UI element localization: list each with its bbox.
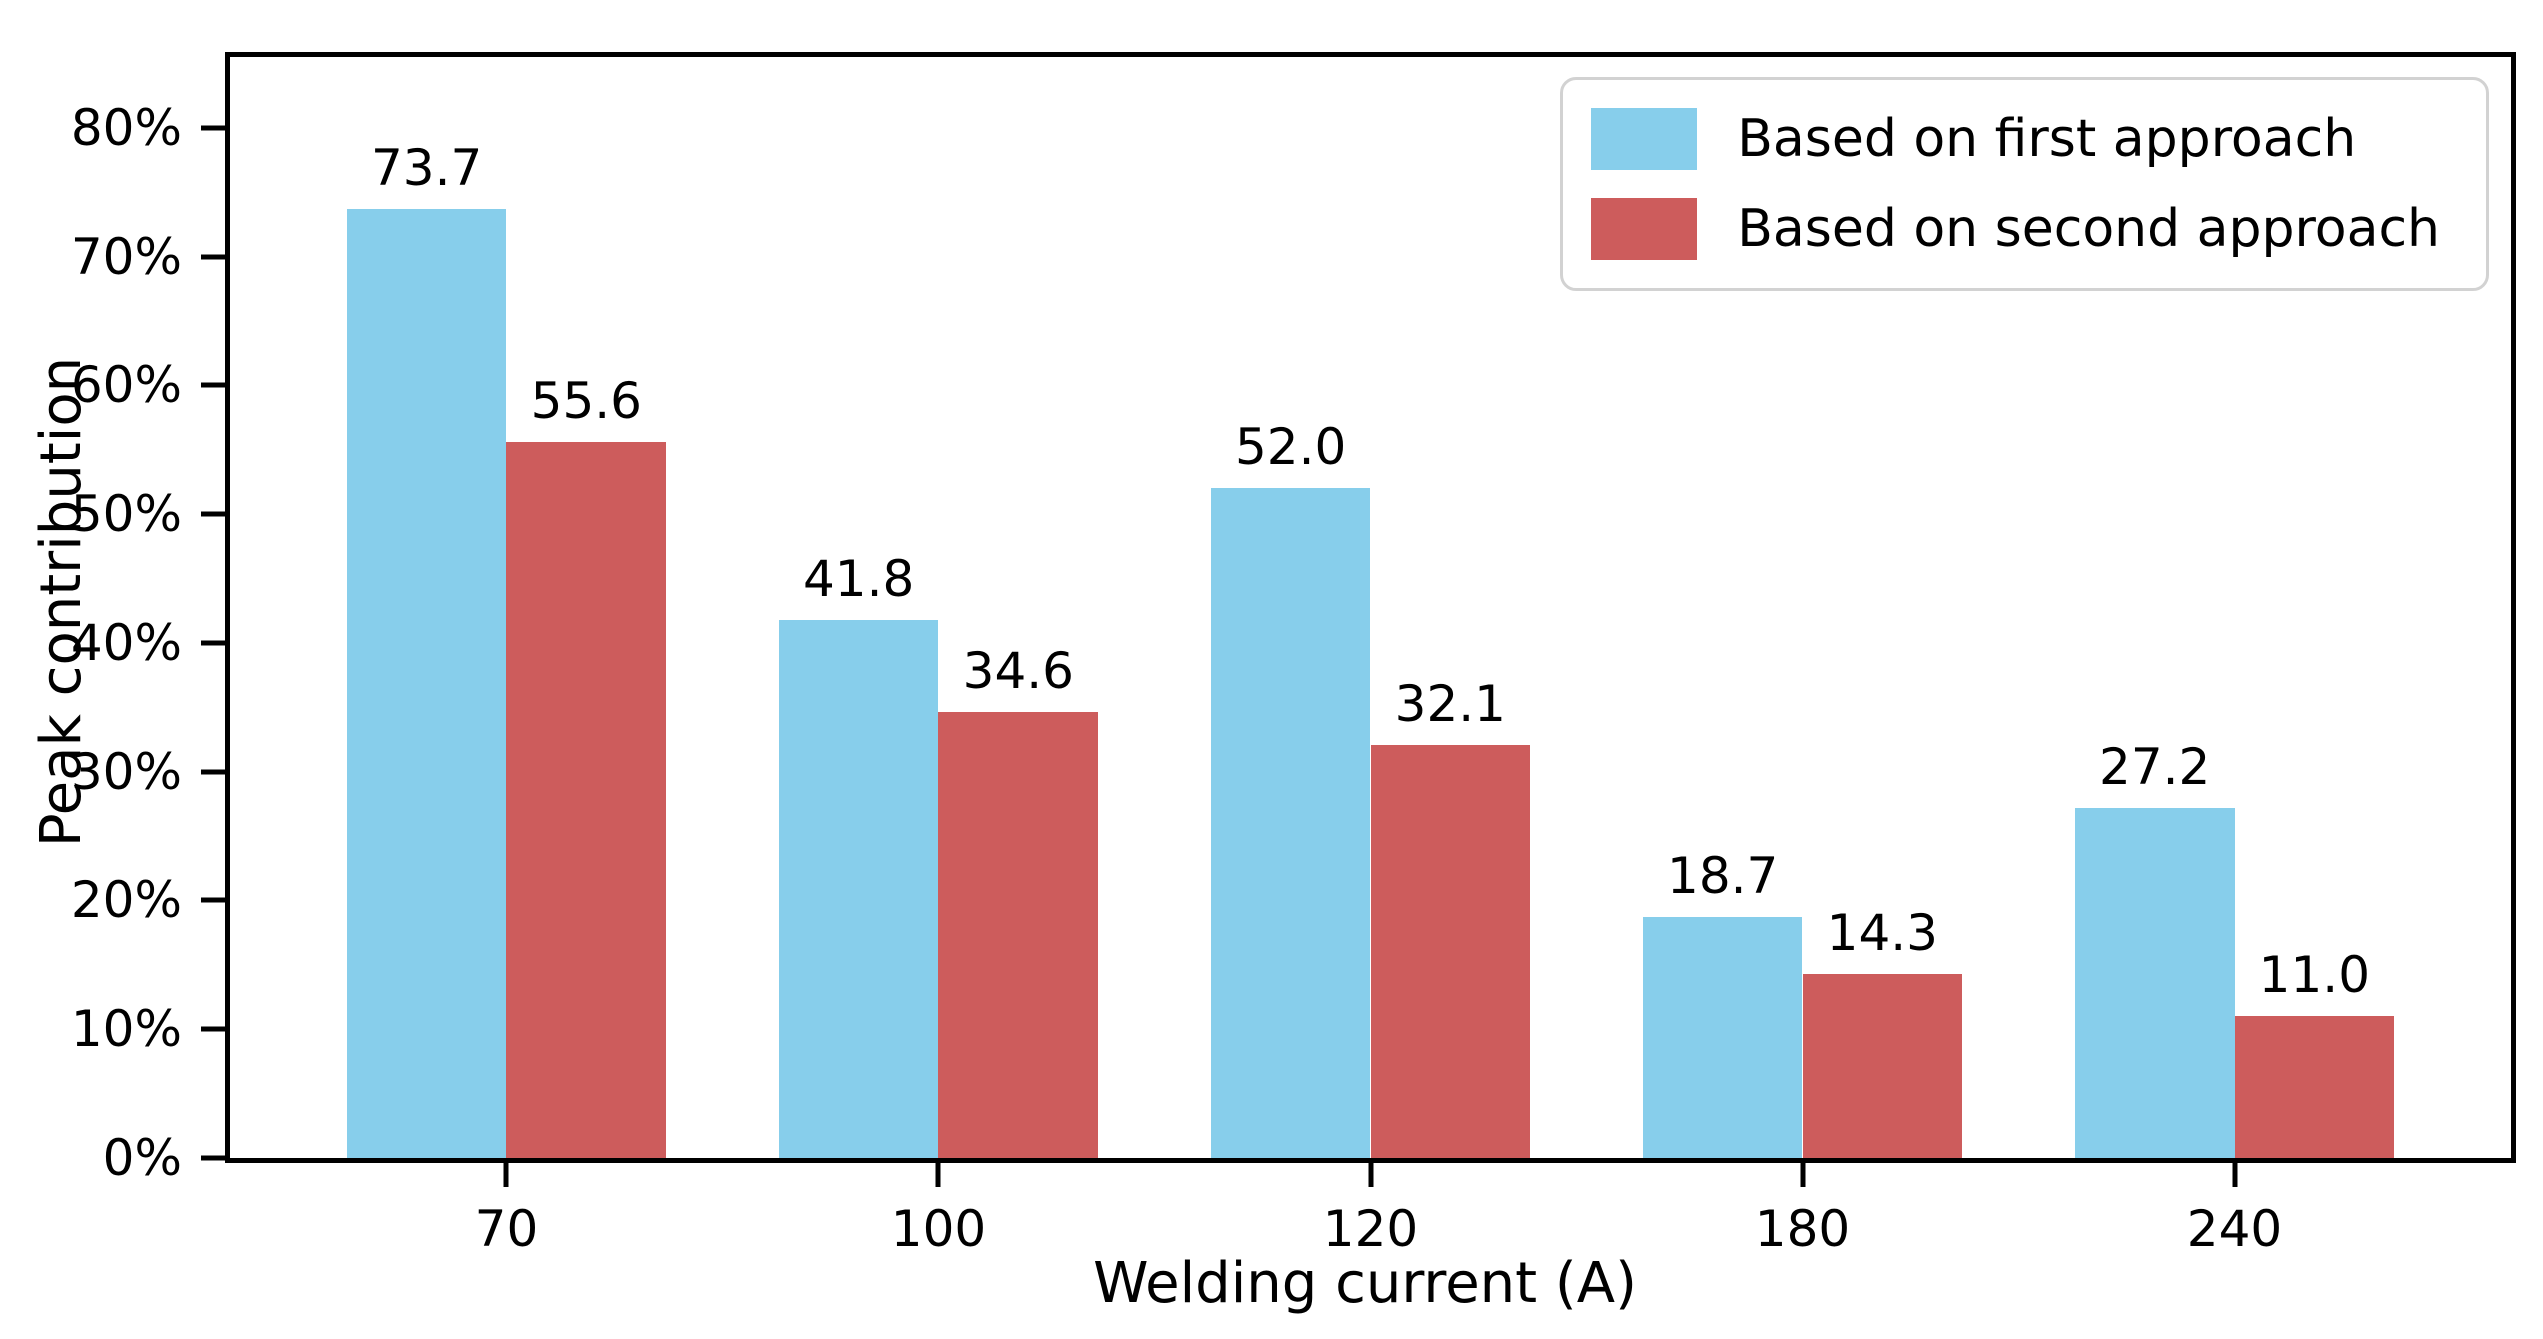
legend-swatch [1591, 198, 1698, 260]
y-tick [201, 382, 225, 388]
y-tick-label: 60% [70, 356, 182, 415]
bar-value-label: 34.6 [962, 642, 1074, 701]
bar-value-label: 27.2 [2099, 737, 2211, 796]
x-tick [1368, 1163, 1373, 1187]
legend-swatch [1591, 108, 1698, 170]
bar [938, 712, 1099, 1158]
bar [2074, 807, 2235, 1158]
legend-item: Based on second approach [1591, 198, 2440, 260]
y-tick-label: 40% [70, 613, 182, 672]
x-tick-label: 120 [1322, 1200, 1419, 1258]
y-tick [201, 1155, 225, 1161]
bar [2234, 1016, 2395, 1158]
legend-label: Based on second approach [1737, 199, 2440, 259]
legend: Based on first approach Based on second a… [1560, 77, 2489, 291]
y-tick [201, 254, 225, 260]
y-tick [201, 1026, 225, 1032]
bar [1210, 488, 1371, 1158]
y-tick-label: 30% [70, 742, 182, 801]
x-tick-label: 70 [474, 1200, 539, 1258]
plot-area: 0% 10% 20% 30% 40% 50% 60% 70% 80% 70 100 120 180 24… [71, 52, 2516, 1254]
x-tick-label: 180 [1754, 1200, 1851, 1258]
y-tick [201, 769, 225, 775]
bar-value-label: 73.7 [370, 138, 483, 197]
bar [506, 442, 667, 1158]
bar-value-label: 11.0 [2258, 946, 2371, 1005]
bar-value-label: 32.1 [1394, 674, 1506, 733]
y-tick-label: 0% [102, 1129, 182, 1187]
legend-label: Based on first approach [1737, 109, 2357, 169]
x-tick [1800, 1163, 1805, 1187]
x-tick [503, 1163, 509, 1187]
x-axis-label: Welding current (A) [1093, 1251, 1637, 1316]
y-tick [201, 897, 225, 903]
x-tick-label: 240 [2186, 1200, 2283, 1258]
bar [1802, 973, 1963, 1158]
y-tick [201, 640, 225, 646]
bar-value-label: 52.0 [1234, 418, 1347, 477]
x-tick [2232, 1163, 2237, 1187]
bar-value-label: 14.3 [1826, 903, 1938, 962]
y-tick-label: 50% [70, 485, 182, 544]
bar [778, 619, 939, 1158]
y-tick-label: 10% [70, 1000, 182, 1059]
x-tick-label: 100 [890, 1200, 987, 1258]
bar [1370, 744, 1531, 1158]
y-tick-label: 70% [70, 227, 182, 286]
bar [1642, 917, 1803, 1158]
y-tick-label: 20% [70, 871, 182, 930]
bar-value-label: 55.6 [530, 372, 642, 431]
y-tick-label: 80% [70, 98, 182, 157]
legend-item: Based on first approach [1591, 108, 2440, 170]
bar-value-label: 18.7 [1667, 847, 1779, 906]
y-tick [201, 511, 225, 517]
x-tick [935, 1163, 941, 1187]
bar [346, 208, 507, 1158]
y-tick [201, 125, 225, 131]
bar-value-label: 41.8 [802, 549, 915, 608]
